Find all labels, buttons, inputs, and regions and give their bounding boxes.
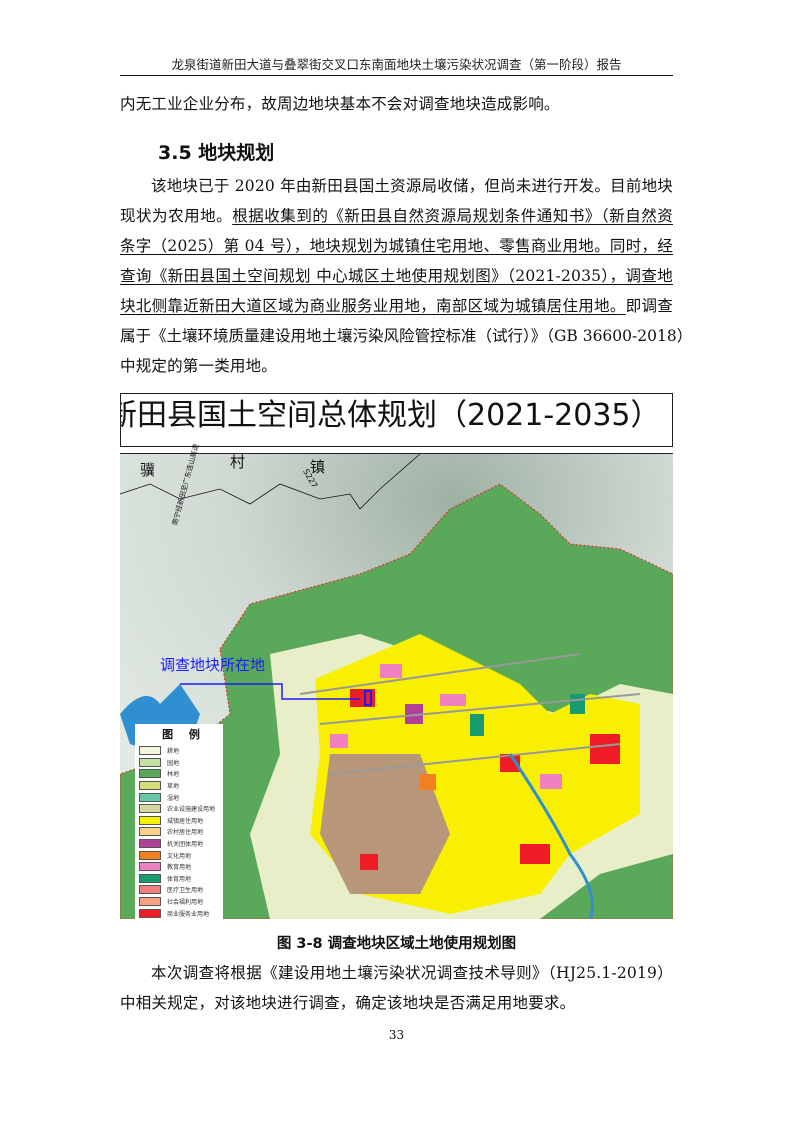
- boundary-line: [119, 453, 421, 510]
- running-header: 龙泉街道新田大道与叠翠街交叉口东南面地块土壤污染状况调查（第一阶段）报告: [171, 57, 622, 72]
- paragraph-line: 该地块已于 2020 年由新田县国土资源局收储，但尚未进行开发。目前地块: [151, 177, 673, 195]
- legend-swatch: [139, 746, 161, 756]
- legend-label: 体育用地: [167, 875, 192, 883]
- page-number: 33: [388, 1028, 405, 1042]
- legend-item: 农业设施建设用地: [135, 803, 223, 815]
- legend-label: 林地: [167, 771, 180, 779]
- text-span: 现状为农用地。: [120, 207, 233, 225]
- legend-item: 机关团体用地: [135, 838, 223, 850]
- legend-label: 耕地: [167, 748, 180, 756]
- section-heading: 3.5 地块规划: [158, 142, 275, 164]
- legend-swatch: [139, 908, 161, 918]
- legend-item: 教育用地: [135, 861, 223, 873]
- legend-item: 社会福利用地: [135, 896, 223, 908]
- legend-swatch: [139, 873, 161, 883]
- map-title: 新田县国土空间总体规划（2021-2035）: [120, 398, 661, 433]
- legend-item: 耕地: [135, 745, 223, 757]
- legend-label: 机关团体用地: [167, 841, 204, 849]
- map-title-box: 新田县国土空间总体规划（2021-2035）: [120, 393, 673, 447]
- legend-swatch: [139, 897, 161, 907]
- legend-item: 体育用地: [135, 873, 223, 885]
- legend-item: 林地: [135, 768, 223, 780]
- header-divider: [120, 75, 673, 76]
- place-label: 村: [230, 453, 246, 471]
- legend-item: 草地: [135, 780, 223, 792]
- paragraph-line: 现状为农用地。根据收集到的《新田县自然资源局规划条件通知书》（新自然资: [120, 206, 673, 226]
- map-legend: 图 例 耕地园地林地草地湿地农业设施建设用地 城镇居住用地 农村居住用地 机关团体用地…: [135, 724, 223, 919]
- legend-label: 草地: [167, 783, 180, 791]
- legend-title: 图 例: [162, 728, 206, 741]
- land-use-plan-figure: 新田县国土空间总体规划（2021-2035）: [119, 393, 674, 920]
- legend-label: 湿地: [167, 794, 180, 802]
- site-pointer-arrow: [180, 683, 360, 700]
- legend-items: 耕地园地林地草地湿地农业设施建设用地 城镇居住用地 农村居住用地 机关团体用地 文化用地…: [135, 745, 223, 919]
- paragraph-line: 查询《新田县国土空间规划 中心城区土地使用规划图》（2021-2035），调查地: [120, 266, 673, 286]
- underlined-text: 查询《新田县国土空间规划 中心城区土地使用规划图》（2021-2035），调查地: [120, 267, 673, 285]
- text-span: 即调查: [625, 297, 673, 315]
- legend-label: 商业服务业用地: [167, 910, 210, 918]
- paragraph-line: 属于《土壤环境质量建设用地土壤污染风险管控标准（试行）》（GB 36600-20…: [120, 327, 693, 345]
- legend-swatch: [139, 815, 161, 825]
- legend-swatch: [139, 862, 161, 872]
- legend-swatch: [139, 885, 161, 895]
- underlined-text: 条字（2025）第 04 号），地块规划为城镇住宅用地、零售商业用地。同时，经: [120, 237, 673, 255]
- paragraph-line: 中相关规定，对该地块进行调查，确定该地块是否满足用地要求。: [120, 994, 576, 1012]
- rural-area: [320, 754, 450, 894]
- river: [508, 753, 594, 920]
- legend-item: 商业服务业用地: [135, 907, 223, 919]
- place-label: 镇: [310, 458, 326, 476]
- legend-item: 园地: [135, 757, 223, 769]
- legend-label: 农村居住用地: [167, 829, 204, 837]
- legend-swatch: [139, 781, 161, 791]
- roads: [299, 653, 641, 775]
- figure-caption: 图 3-8 调查地块区域土地使用规划图: [276, 936, 517, 952]
- legend-label: 社会福利用地: [167, 899, 204, 907]
- legend-item: 湿地: [135, 791, 223, 803]
- legend-label: 农业设施建设用地: [167, 806, 216, 814]
- paragraph-continuation: 内无工业企业分布，故周边地块基本不会对调查地块造成影响。: [120, 95, 560, 113]
- paragraph-line: 中规定的第一类用地。: [120, 357, 278, 375]
- legend-swatch: [139, 792, 161, 802]
- legend-label: 园地: [167, 759, 180, 767]
- legend-label: 医疗卫生用地: [167, 887, 204, 895]
- legend-swatch: [139, 804, 161, 814]
- site-marker: [364, 690, 372, 706]
- underlined-text: 块北侧靠近新田大道区域为商业服务业用地，南部区域为城镇居住用地。: [120, 297, 626, 315]
- legend-swatch: [139, 827, 161, 837]
- legend-swatch: [139, 757, 161, 767]
- underlined-text: 根据收集到的《新田县自然资源局规划条件通知书》（新自然资: [232, 207, 673, 225]
- legend-item: 农村居住用地: [135, 826, 223, 838]
- legend-item: 医疗卫生用地: [135, 884, 223, 896]
- land-use-map: 骥 村 镇 S227 南宁经新田至广东连山高速 调查地块所在地 图 例 耕地 园地…: [119, 443, 674, 920]
- site-label: 调查地块所在地: [160, 656, 266, 674]
- legend-item: 文化用地: [135, 849, 223, 861]
- legend-swatch: [139, 850, 161, 860]
- paragraph-line: 块北侧靠近新田大道区域为商业服务业用地，南部区域为城镇居住用地。即调查: [120, 296, 673, 316]
- legend-label: 城镇居住用地: [167, 817, 204, 825]
- land-parcels: [330, 664, 620, 870]
- legend-swatch: [139, 839, 161, 849]
- legend-item: 城镇居住用地: [135, 815, 223, 827]
- legend-label: 教育用地: [167, 864, 192, 872]
- legend-swatch: [139, 769, 161, 779]
- paragraph-line: 本次调查将根据《建设用地土壤污染状况调查技术导则》（HJ25.1-2019）: [151, 964, 673, 982]
- paragraph-line: 条字（2025）第 04 号），地块规划为城镇住宅用地、零售商业用地。同时，经: [120, 236, 673, 256]
- legend-label: 文化用地: [167, 852, 192, 860]
- place-label: 骥: [140, 461, 156, 479]
